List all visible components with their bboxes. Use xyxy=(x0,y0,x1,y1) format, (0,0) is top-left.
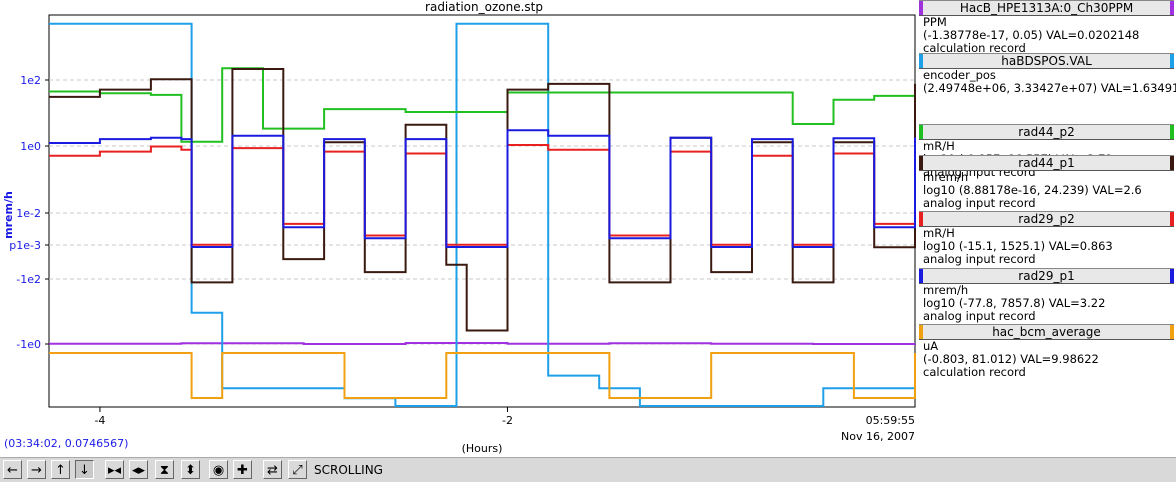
legend-entry-name[interactable]: hac_bcm_average xyxy=(919,324,1174,340)
legend-detail: calculation record xyxy=(923,41,1026,55)
chart: radiation_ozone.stp 1e2 1e0 1e-2 p1e-3 -1e2 -… xyxy=(2,0,916,455)
legend-swatch xyxy=(919,269,923,283)
y-tick-label: 1e0 xyxy=(20,140,41,153)
expand-icon[interactable]: ⤢ xyxy=(288,460,307,479)
legend-detail: calculation record xyxy=(923,365,1026,379)
legend-detail: uA xyxy=(923,339,939,353)
legend-detail: mrem/h xyxy=(923,170,969,184)
toolbar: ← → ↑ ↓ ▸◂ ◂▸ ⧗ ⬍ ◉ ✚ ⇄ ⤢ SCROLLING xyxy=(0,457,1176,482)
legend-detail: log10 (-77.8, 7857.8) VAL=3.22 xyxy=(923,296,1106,310)
legend-entry-name[interactable]: rad29_p1 xyxy=(919,268,1174,284)
y-axis: 1e2 1e0 1e-2 p1e-3 -1e2 -1e0 xyxy=(9,74,49,351)
legend-detail: encoder_pos xyxy=(923,68,996,82)
cursor-readout: (03:34:02, 0.0746567) xyxy=(4,437,129,450)
zoom-out-horizontal-icon[interactable]: ◂▸ xyxy=(129,460,148,479)
plot-area[interactable] xyxy=(48,14,916,408)
arrow-down-icon[interactable]: ↓ xyxy=(75,460,94,479)
legend-swatch xyxy=(919,125,923,139)
legend-swatch xyxy=(919,1,923,15)
legend-entry-name[interactable]: rad44_p1 xyxy=(919,155,1174,171)
arrow-right-icon[interactable]: → xyxy=(27,460,46,479)
record-icon[interactable]: ◉ xyxy=(209,460,228,479)
x-tick-label: -4 xyxy=(94,414,105,427)
x-axis: -4 -2 xyxy=(94,407,513,427)
legend-entry-name[interactable]: HacB_HPE1313A:0_Ch30PPM xyxy=(919,0,1174,16)
y-tick-label: p1e-3 xyxy=(9,239,41,252)
legend-swatch xyxy=(919,156,923,170)
legend-detail: mR/H xyxy=(923,226,955,240)
legend-detail: (-1.38778e-17, 0.05) VAL=0.0202148 xyxy=(923,28,1140,42)
series-line-rad29-p1 xyxy=(49,129,916,248)
add-icon[interactable]: ✚ xyxy=(233,460,252,479)
x-axis-label: (Hours) xyxy=(462,442,503,455)
legend-detail: PPM xyxy=(923,15,947,29)
x-end-date: Nov 16, 2007 xyxy=(841,430,915,443)
legend-swatch xyxy=(1170,156,1174,170)
zoom-out-vertical-icon[interactable]: ⬍ xyxy=(181,460,200,479)
legend-swatch xyxy=(1170,325,1174,339)
legend-swatch xyxy=(1170,125,1174,139)
series-line-hac-bcm-average xyxy=(49,352,916,399)
legend-swatch xyxy=(919,325,923,339)
zoom-in-vertical-icon[interactable]: ⧗ xyxy=(155,460,174,479)
y-tick-label: 1e-2 xyxy=(16,207,41,220)
legend-swatch xyxy=(1170,269,1174,283)
x-tick-label: -2 xyxy=(502,414,513,427)
mode-label: SCROLLING xyxy=(314,463,383,477)
legend-swatch xyxy=(1170,54,1174,68)
legend-entry-name[interactable]: haBDSPOS.VAL xyxy=(919,53,1174,69)
arrow-left-icon[interactable]: ← xyxy=(3,460,22,479)
y-tick-label: 1e2 xyxy=(20,74,41,87)
chart-title: radiation_ozone.stp xyxy=(425,0,543,14)
x-end-time: 05:59:55 xyxy=(866,414,915,427)
legend-swatch xyxy=(919,212,923,226)
legend-detail: log10 (-15.1, 1525.1) VAL=0.863 xyxy=(923,239,1113,253)
series-line-hacb-hpe1313a-0-ch30ppm xyxy=(49,342,916,345)
y-tick-label: -1e2 xyxy=(16,273,41,286)
series-line-rad44-p2 xyxy=(49,67,916,143)
legend-detail: analog input record xyxy=(923,196,1036,210)
legend-detail: mR/H xyxy=(923,139,955,153)
legend-swatch xyxy=(1170,1,1174,15)
legend-detail: log10 (8.88178e-16, 24.239) VAL=2.6 xyxy=(923,183,1142,197)
legend-entry-name[interactable]: rad29_p2 xyxy=(919,211,1174,227)
legend-detail: mrem/h xyxy=(923,283,969,297)
legend-swatch xyxy=(1170,212,1174,226)
legend-entry-name[interactable]: rad44_p2 xyxy=(919,124,1174,140)
legend-detail: (-0.803, 81.012) VAL=9.98622 xyxy=(923,352,1099,366)
legend-detail: analog input record xyxy=(923,309,1036,323)
zoom-in-horizontal-icon[interactable]: ▸◂ xyxy=(105,460,124,479)
legend-detail: analog input record xyxy=(923,252,1036,266)
series-lines xyxy=(49,22,916,407)
y-tick-label: -1e0 xyxy=(16,338,41,351)
arrow-up-icon[interactable]: ↑ xyxy=(51,460,70,479)
legend: HacB_HPE1313A:0_Ch30PPM PPM (-1.38778e-17,… xyxy=(919,0,1176,390)
legend-swatch xyxy=(919,54,923,68)
y-axis-label: mrem/h xyxy=(2,191,15,239)
legend-detail: (2.49748e+06, 3.33427e+07) VAL=1.63491e xyxy=(923,81,1176,95)
config-icon[interactable]: ⇄ xyxy=(263,460,282,479)
